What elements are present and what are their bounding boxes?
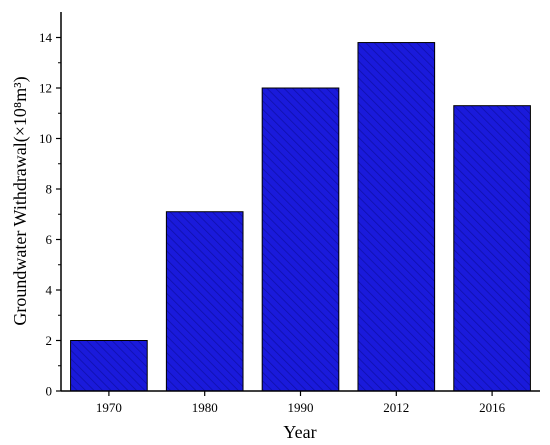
bar-2012 — [357, 42, 436, 392]
x-axis-title: Year — [283, 422, 316, 442]
y-tick-label: 0 — [46, 384, 53, 399]
x-tick-label: 1990 — [288, 400, 314, 415]
y-tick-label: 2 — [46, 333, 53, 348]
x-ticks-group: 1970 1980 1990 2012 2016 — [96, 391, 506, 415]
y-tick-label: 14 — [39, 30, 53, 45]
bar-1990 — [261, 87, 340, 392]
y-tick-label: 10 — [39, 131, 52, 146]
bar-1970 — [70, 340, 148, 392]
bar-2016 — [453, 105, 531, 392]
y-tick-label: 12 — [39, 81, 52, 96]
bars-group — [70, 42, 531, 392]
y-tick-label: 8 — [46, 182, 53, 197]
bar-1980 — [165, 211, 244, 392]
y-tick-label: 6 — [46, 232, 53, 247]
x-tick-label: 2012 — [383, 400, 409, 415]
y-tick-label: 4 — [46, 283, 53, 298]
x-tick-label: 1980 — [192, 400, 218, 415]
x-tick-label: 1970 — [96, 400, 122, 415]
x-tick-label: 2016 — [479, 400, 506, 415]
y-ticks-group: 0 2 4 6 8 10 12 14 — [39, 30, 61, 399]
y-axis-title: Groundwater Withdrawal(×10⁸m³) — [10, 76, 31, 325]
